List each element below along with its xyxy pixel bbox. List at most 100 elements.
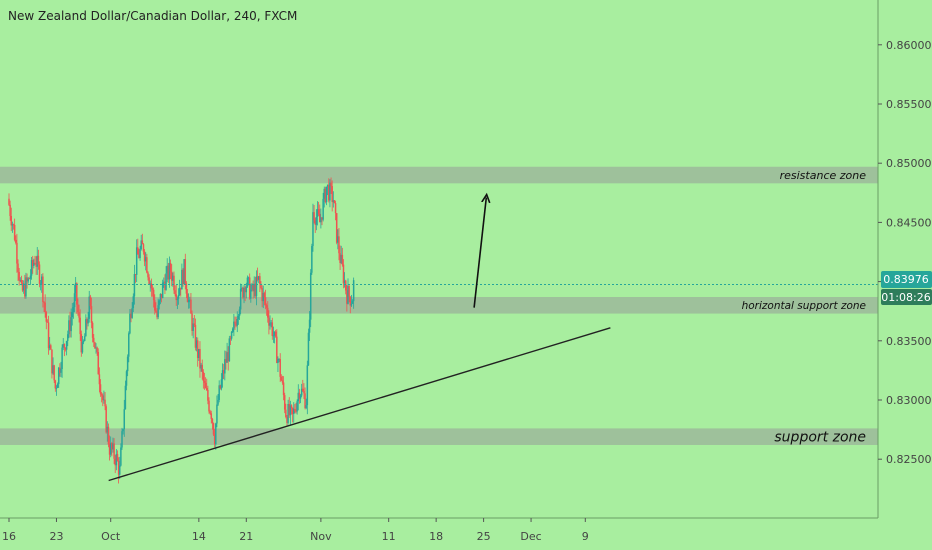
candle (298, 388, 301, 404)
x-tick-label: 21 (239, 530, 253, 543)
candle (168, 256, 171, 288)
candle (215, 422, 217, 450)
x-tick-label: 11 (382, 530, 396, 543)
candle (320, 208, 322, 229)
candle (312, 203, 314, 252)
candle (248, 273, 251, 300)
x-tick-label: 16 (2, 530, 16, 543)
candle (203, 373, 206, 390)
candle (238, 306, 241, 320)
candle (254, 276, 257, 299)
candle (194, 318, 197, 351)
zone-labels: resistance zone horizontal support zone su… (742, 169, 867, 446)
candle (137, 238, 139, 255)
candle (328, 178, 330, 203)
candle (125, 369, 128, 391)
y-tick-label: 0.82500 (886, 453, 932, 466)
candle (283, 392, 286, 414)
candle (216, 395, 218, 428)
candle (315, 209, 318, 231)
candle (55, 385, 58, 396)
current-price-label: 0.83976 (883, 273, 929, 286)
candle (285, 403, 287, 419)
candle (68, 315, 70, 339)
candle (147, 271, 149, 281)
candle (305, 398, 307, 410)
candle (17, 259, 19, 281)
candle (132, 293, 135, 313)
candle (344, 279, 347, 295)
candle (346, 284, 348, 312)
zone-band-2[interactable] (0, 428, 878, 445)
candle (83, 333, 86, 342)
candle (161, 279, 164, 299)
candle (21, 279, 24, 292)
candle (8, 193, 10, 206)
x-tick-label: 25 (477, 530, 491, 543)
candle (146, 253, 148, 274)
candle (349, 296, 352, 314)
zone-band-0[interactable] (0, 166, 878, 184)
candle (221, 363, 224, 388)
candle (209, 409, 211, 415)
candle (227, 346, 229, 371)
y-tick-label: 0.83500 (886, 335, 932, 348)
candle (38, 261, 41, 288)
candle (287, 399, 289, 425)
candle (347, 278, 349, 305)
candle (342, 259, 345, 289)
candle (163, 277, 165, 288)
candle (351, 299, 354, 304)
candle (120, 443, 122, 467)
candle (307, 328, 310, 366)
x-tick-label: 14 (192, 530, 206, 543)
candle (190, 292, 192, 314)
candle (131, 302, 133, 319)
candle (311, 243, 313, 275)
candle (309, 269, 312, 328)
price-axis-panel[interactable] (878, 0, 932, 518)
candle (64, 347, 67, 352)
candle (178, 279, 181, 296)
candle (133, 264, 136, 305)
trendline[interactable] (108, 327, 611, 482)
candle (325, 186, 328, 206)
candle (67, 330, 69, 347)
candle (128, 331, 130, 363)
x-tick-label: 18 (429, 530, 443, 543)
candle (257, 275, 260, 284)
candle (195, 337, 198, 352)
candle (271, 317, 274, 340)
candle (53, 364, 55, 384)
time-axis-panel[interactable] (0, 518, 932, 550)
candle (335, 212, 338, 245)
candle (11, 221, 14, 233)
candle (86, 317, 88, 330)
zone-label-0: resistance zone (780, 169, 867, 182)
candle (191, 310, 193, 336)
candle (200, 362, 202, 372)
candle (264, 289, 267, 310)
candle (294, 404, 296, 414)
up-arrow-icon[interactable] (473, 198, 486, 308)
candle (186, 288, 189, 303)
candle (94, 341, 96, 349)
candle (207, 385, 209, 405)
candle (350, 294, 353, 307)
candle (255, 270, 258, 306)
candle (176, 296, 179, 310)
candle (279, 353, 281, 383)
candle (103, 390, 105, 404)
candle (54, 379, 57, 392)
candle (290, 404, 293, 415)
zone-band-1[interactable] (0, 296, 878, 314)
candle (278, 358, 280, 363)
candle (22, 280, 25, 294)
candle (141, 233, 144, 245)
candle (134, 273, 137, 283)
candle (43, 301, 45, 312)
candle (29, 269, 32, 285)
candle (59, 363, 61, 377)
candle (79, 309, 81, 341)
